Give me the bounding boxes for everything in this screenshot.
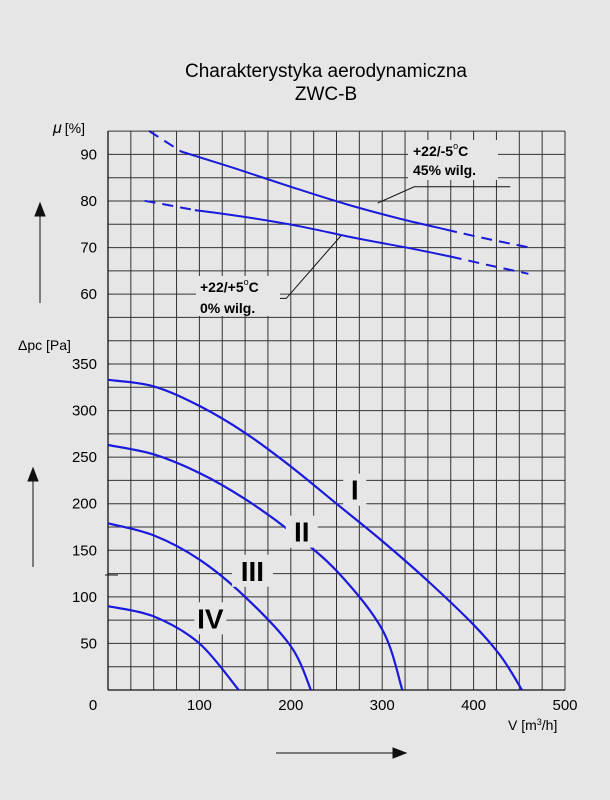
chart-subtitle: ZWC-B — [295, 84, 357, 105]
annotation-2-sup: o — [244, 277, 249, 287]
x-axis-label: V [m3/h] — [508, 717, 557, 733]
dp-tick-label: 50 — [80, 635, 97, 652]
annotation-1-main: +22/-5 — [413, 143, 453, 159]
efficiency-line-1-dash-start — [148, 130, 182, 153]
annotation-box-1 — [408, 140, 498, 180]
annotation-2-line1: +22/+5oC — [200, 277, 259, 295]
chart-title: Charakterystyka aerodynamiczna — [185, 61, 467, 82]
dp-axis-label: Δpc [Pa] — [18, 337, 71, 353]
annotation-2-line2: 0% wilg. — [200, 300, 255, 316]
mu-axis-unit: [%] — [65, 120, 85, 136]
labels: μ [%] Δpc [Pa] V [m3/h] +22/-5oC 45% wilg… — [18, 120, 578, 759]
pressure-curve-iv — [107, 605, 240, 691]
efficiency-line-2-dash-start — [144, 199, 195, 212]
curve-label-bg — [343, 473, 367, 506]
curve-label-bg — [231, 554, 273, 587]
dp-tick-label: 150 — [72, 542, 97, 559]
x-axis-label-suffix: /h] — [542, 717, 558, 733]
x-tick-label: 0 — [89, 697, 97, 714]
annotation-2-main: +22/+5 — [200, 279, 244, 295]
grid — [107, 130, 566, 691]
annotation-1-tail: C — [458, 143, 468, 159]
pressure-curve-ii — [107, 443, 404, 691]
dp-tick-label: 200 — [72, 496, 97, 513]
curve-label-iii: III — [241, 556, 264, 587]
mu-axis-symbol: μ — [52, 120, 62, 137]
dp-tick-label: 250 — [72, 449, 97, 466]
efficiency-line-2-dash-end — [450, 255, 529, 275]
annotation-1-sup: o — [453, 141, 458, 151]
mu-tick-label: 80 — [80, 193, 97, 210]
curve-label-bg — [194, 602, 227, 635]
mu-tick-label: 60 — [80, 286, 97, 303]
annotation-1-line1: +22/-5oC — [413, 141, 468, 159]
dp-tick-label: 350 — [72, 356, 97, 373]
curve-label-i: I — [351, 475, 359, 506]
efficiency-line-1 — [180, 150, 447, 231]
annotation-box-2 — [196, 276, 280, 316]
annotation-1-line2: 45% wilg. — [413, 162, 476, 178]
mu-tick-label: 90 — [80, 146, 97, 163]
x-axis-label-prefix: V [m — [508, 717, 537, 733]
pressure-curve-i — [107, 378, 523, 691]
x-right-arrowhead — [392, 747, 408, 759]
curve-label-iv: IV — [197, 603, 224, 634]
curves — [107, 130, 529, 691]
dp-up-arrowhead — [27, 466, 39, 482]
x-tick-label: 100 — [187, 697, 212, 714]
mu-up-arrowhead — [34, 201, 46, 217]
pressure-curve-iii — [107, 522, 312, 691]
mu-axis-label: μ [%] — [52, 120, 85, 137]
curve-label-bg — [285, 515, 318, 548]
x-axis-label-sup: 3 — [537, 717, 542, 727]
efficiency-line-2 — [194, 209, 451, 258]
efficiency-line-1-dash-end — [445, 228, 529, 249]
dp-tick-label: 100 — [72, 589, 97, 606]
dp-tick-label: 300 — [72, 403, 97, 420]
annotation-2-tail: C — [249, 279, 259, 295]
curve-label-ii: II — [294, 517, 310, 548]
x-tick-label: 300 — [370, 697, 395, 714]
x-tick-label: 200 — [278, 697, 303, 714]
annotation-pointer-1 — [377, 186, 511, 204]
x-tick-label: 500 — [552, 697, 577, 714]
mu-tick-label: 70 — [80, 239, 97, 256]
decorations — [27, 201, 408, 759]
x-tick-label: 400 — [461, 697, 486, 714]
